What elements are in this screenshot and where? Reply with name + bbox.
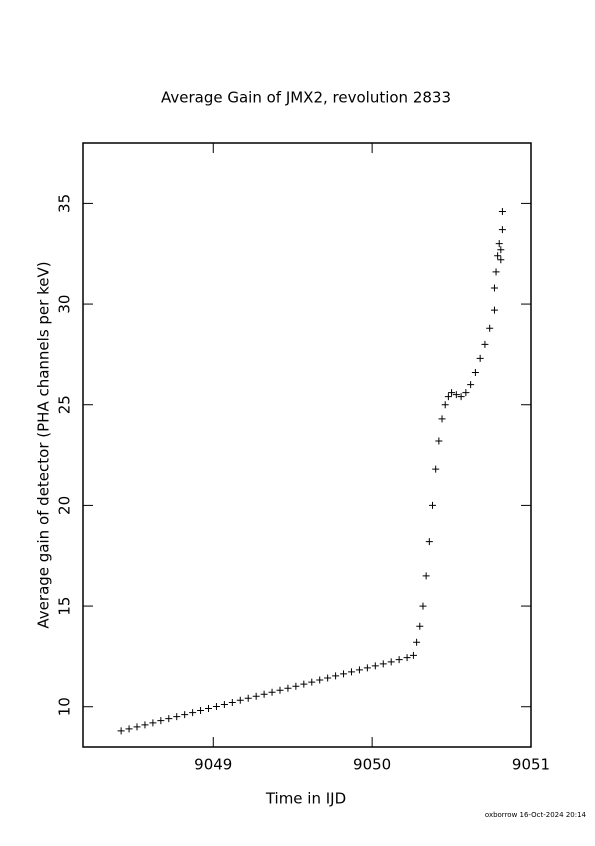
point bbox=[471, 369, 479, 377]
y-tick-label: 35 bbox=[56, 194, 74, 213]
point bbox=[181, 711, 189, 719]
point bbox=[284, 684, 292, 692]
point bbox=[308, 678, 316, 686]
point bbox=[413, 638, 421, 646]
point bbox=[252, 692, 260, 700]
point bbox=[495, 240, 503, 248]
point bbox=[467, 381, 475, 389]
point bbox=[220, 701, 228, 709]
y-tick-label: 25 bbox=[56, 395, 74, 414]
point bbox=[498, 207, 506, 215]
point bbox=[324, 674, 332, 682]
point bbox=[448, 389, 456, 397]
point bbox=[347, 668, 355, 676]
point bbox=[476, 354, 484, 362]
point bbox=[292, 682, 300, 690]
point bbox=[462, 389, 470, 397]
x-axis-label: Time in IJD bbox=[265, 790, 346, 808]
point bbox=[205, 705, 213, 713]
point bbox=[244, 694, 252, 702]
point bbox=[498, 226, 506, 234]
point bbox=[276, 686, 284, 694]
point bbox=[149, 719, 157, 727]
point bbox=[133, 723, 141, 731]
point bbox=[212, 703, 220, 711]
point bbox=[197, 707, 205, 715]
x-tick-label: 9051 bbox=[512, 756, 550, 774]
point bbox=[300, 680, 308, 688]
point bbox=[492, 268, 500, 276]
point bbox=[416, 622, 424, 630]
point bbox=[117, 727, 125, 735]
point bbox=[490, 284, 498, 292]
point bbox=[228, 699, 236, 707]
point bbox=[441, 401, 449, 409]
point bbox=[438, 415, 446, 423]
y-axis-label: Average gain of detector (PHA channels p… bbox=[35, 261, 53, 628]
point bbox=[236, 696, 244, 704]
point bbox=[486, 324, 494, 332]
point bbox=[141, 721, 149, 729]
point bbox=[429, 501, 437, 509]
point bbox=[481, 340, 489, 348]
chart-title: Average Gain of JMX2, revolution 2833 bbox=[161, 89, 451, 107]
point bbox=[497, 246, 505, 254]
point bbox=[189, 709, 197, 717]
point bbox=[371, 662, 379, 670]
point bbox=[490, 306, 498, 314]
point bbox=[444, 393, 452, 401]
point bbox=[316, 676, 324, 684]
point bbox=[494, 252, 502, 260]
point bbox=[260, 690, 268, 698]
point bbox=[422, 572, 430, 580]
point bbox=[452, 391, 460, 399]
point bbox=[457, 393, 465, 401]
y-tick-label: 10 bbox=[56, 697, 74, 716]
point bbox=[157, 717, 165, 725]
point bbox=[432, 465, 440, 473]
y-tick-label: 20 bbox=[56, 496, 74, 515]
point bbox=[497, 256, 505, 264]
footnote: oxborrow 16-Oct-2024 20:14 bbox=[485, 811, 587, 819]
point bbox=[435, 437, 443, 445]
point bbox=[165, 715, 173, 723]
point bbox=[332, 672, 340, 680]
point bbox=[387, 658, 395, 666]
point bbox=[379, 660, 387, 668]
y-tick-label: 30 bbox=[56, 295, 74, 314]
point bbox=[403, 654, 411, 662]
point bbox=[425, 538, 433, 546]
point bbox=[340, 670, 348, 678]
point bbox=[125, 725, 133, 733]
x-tick-label: 9049 bbox=[194, 756, 232, 774]
x-tick-label: 9050 bbox=[353, 756, 391, 774]
point bbox=[355, 666, 363, 674]
plot-frame bbox=[82, 142, 532, 748]
point bbox=[419, 602, 427, 610]
y-tick-label: 15 bbox=[56, 597, 74, 616]
point bbox=[363, 664, 371, 672]
point bbox=[409, 651, 417, 659]
point bbox=[395, 656, 403, 664]
point bbox=[268, 688, 276, 696]
point bbox=[173, 713, 181, 721]
